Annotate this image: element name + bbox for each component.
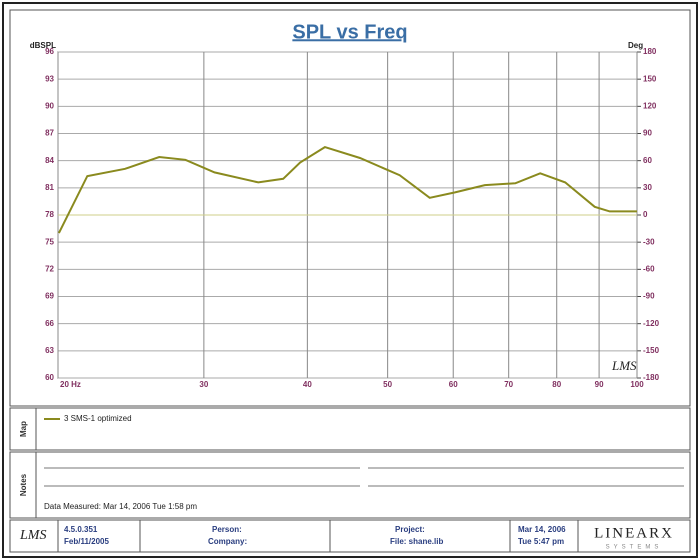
y2-tick-label: 120 [643, 101, 657, 110]
time: Tue 5:47 pm [518, 537, 564, 546]
y-tick-label: 78 [45, 210, 54, 219]
y2-tick-label: -30 [643, 237, 655, 246]
y-tick-label: 66 [45, 319, 54, 328]
y-tick-label: 72 [45, 264, 54, 273]
footer-dividers [57, 520, 579, 552]
company: Company: [208, 537, 247, 546]
notes-text: Data Measured: Mar 14, 2006 Tue 1:58 pm [44, 502, 197, 511]
build-date: Feb/11/2005 [64, 537, 109, 546]
y-tick-label: 63 [45, 346, 54, 355]
x-tick-label: 60 [449, 380, 458, 389]
x-tick-label: 50 [383, 380, 392, 389]
y-tick-label: 60 [45, 373, 54, 382]
x-tick-label: 70 [504, 380, 513, 389]
map-panel [9, 407, 691, 451]
notes-label: Notes [19, 473, 28, 496]
y-tick-label: 75 [45, 237, 54, 246]
y2-tick-label: -150 [643, 346, 660, 355]
y2-tick-label: -180 [643, 373, 660, 382]
y-axis-label: dBSPL [30, 41, 56, 50]
chart-title: SPL vs Freq [292, 21, 407, 43]
notes-panel [9, 451, 691, 519]
y2-tick-label: 60 [643, 156, 652, 165]
y-tick-label: 84 [45, 156, 54, 165]
legend-label: 3 SMS-1 optimized [64, 414, 132, 423]
file: File: shane.lib [390, 537, 443, 546]
plot: 60 63 66 69 72 75 78 81 84 87 90 93 96 -180 -150 -120 -9… [45, 47, 659, 389]
footer-logo: LMS [19, 528, 46, 543]
brand-sub: SYSTEMS [606, 545, 663, 551]
y2-tick-label: 0 [643, 210, 648, 219]
y2-tick-label: 150 [643, 74, 657, 83]
x-tick-label: 80 [552, 380, 561, 389]
version: 4.5.0.351 [64, 525, 98, 534]
footer [9, 519, 691, 553]
y-tick-label: 81 [45, 183, 54, 192]
watermark: LMS [611, 358, 637, 373]
brand: LINEARX [594, 525, 674, 541]
x-tick-label: 90 [595, 380, 604, 389]
note-lines [44, 467, 684, 487]
x-tick-label: 40 [303, 380, 312, 389]
y2-tick-label: -120 [643, 319, 660, 328]
y2-tick-label: -60 [643, 264, 655, 273]
series-line [58, 146, 637, 234]
y2-tick-label: -90 [643, 292, 655, 301]
map-label: Map [19, 421, 28, 437]
date: Mar 14, 2006 [518, 525, 566, 534]
y-tick-label: 87 [45, 129, 54, 138]
y-tick-label: 90 [45, 101, 54, 110]
y2-tick-label: 180 [643, 47, 657, 56]
y2-tick-label: 30 [643, 183, 652, 192]
x-tick-label: 20 Hz [60, 380, 81, 389]
project: Project: [395, 525, 425, 534]
y-tick-label: 93 [45, 74, 54, 83]
y2-axis-label: Deg [628, 41, 643, 50]
y-tick-label: 69 [45, 292, 54, 301]
x-tick-label: 100 [630, 380, 644, 389]
person: Person: [212, 525, 242, 534]
y2-tick-label: 90 [643, 129, 652, 138]
x-tick-label: 30 [199, 380, 208, 389]
y-tick-label: 96 [45, 47, 54, 56]
